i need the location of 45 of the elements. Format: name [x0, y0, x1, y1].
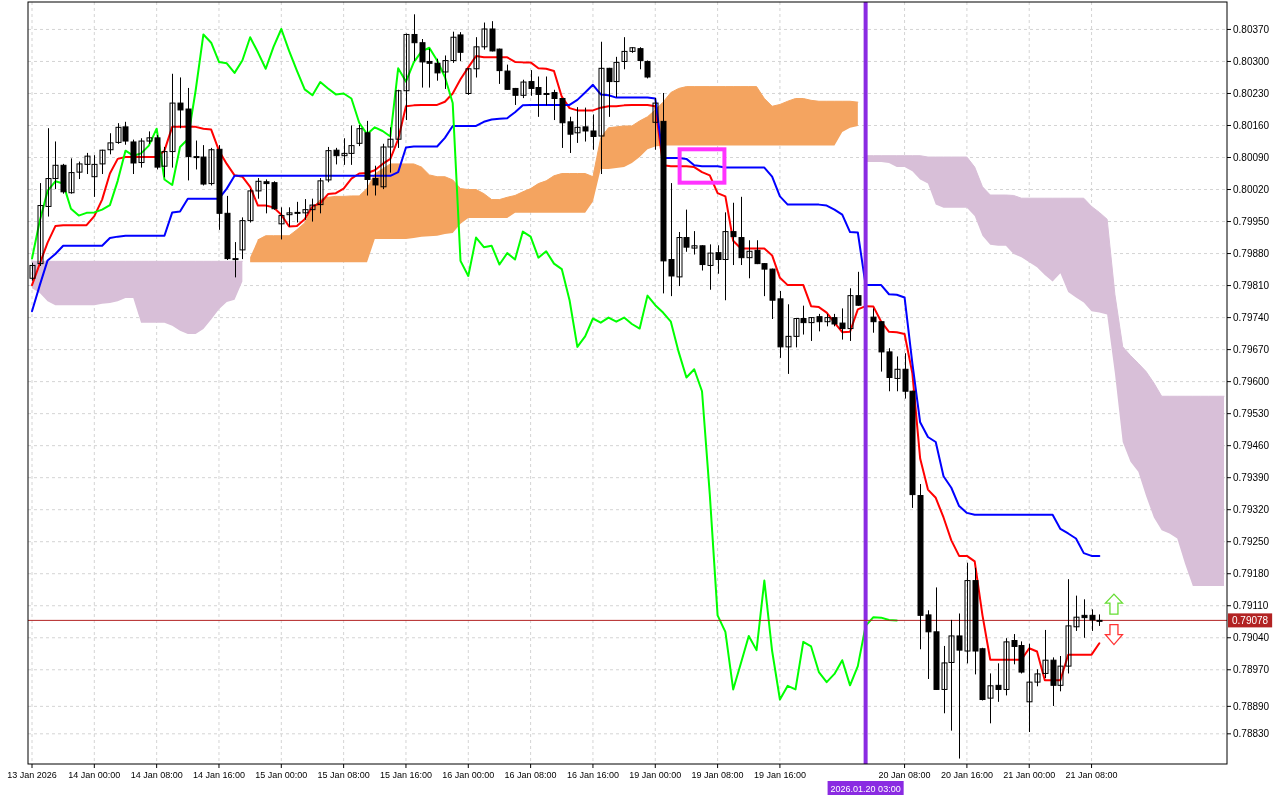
y-tick-label: 0.79040: [1233, 632, 1270, 644]
x-tick-label: 14 Jan 00:00: [68, 769, 121, 780]
x-tick-label: 13 Jan 2026: [7, 769, 57, 780]
x-tick-label: 21 Jan 08:00: [1065, 769, 1118, 780]
x-tick-label: 19 Jan 00:00: [629, 769, 682, 780]
y-tick-label: 0.79880: [1233, 248, 1270, 260]
candlestick: [278, 207, 285, 240]
y-tick-label: 0.79320: [1233, 504, 1270, 516]
y-tick-label: 0.78970: [1233, 664, 1270, 676]
y-tick-label: 0.79950: [1233, 216, 1270, 228]
y-tick-label: 0.79460: [1233, 440, 1270, 452]
y-tick-label: 0.80230: [1233, 87, 1270, 99]
x-tick-label: 16 Jan 00:00: [442, 769, 495, 780]
y-tick-label: 0.79110: [1233, 600, 1269, 612]
x-tick-label: 2026.01.20 03:00: [830, 783, 901, 794]
ref-line-label: 0.79078: [1232, 614, 1269, 626]
x-tick-label: 15 Jan 16:00: [379, 769, 432, 780]
x-tick-label: 20 Jan 16:00: [940, 769, 993, 780]
x-tick-label: 14 Jan 08:00: [130, 769, 183, 780]
y-tick-label: 0.79390: [1233, 472, 1270, 484]
y-tick-label: 0.80020: [1233, 184, 1270, 196]
y-tick-label: 0.79740: [1233, 312, 1270, 324]
x-tick-label: 19 Jan 16:00: [753, 769, 806, 780]
y-tick-label: 0.79180: [1233, 568, 1270, 580]
line-series: [31, 27, 898, 701]
y-tick-label: 0.80090: [1233, 152, 1270, 164]
y-tick-label: 0.79600: [1233, 376, 1270, 388]
x-tick-label: 21 Jan 00:00: [1003, 769, 1056, 780]
y-tick-label: 0.79250: [1233, 536, 1270, 548]
x-tick-label: 14 Jan 16:00: [192, 769, 245, 780]
y-tick-label: 0.79670: [1233, 344, 1270, 356]
y-tick-label: 0.79530: [1233, 408, 1270, 420]
y-tick-label: 0.80160: [1233, 119, 1270, 131]
x-tick-label: 16 Jan 16:00: [566, 769, 619, 780]
y-tick-label: 0.79810: [1233, 280, 1270, 292]
y-tick-label: 0.80370: [1233, 23, 1270, 35]
x-tick-label: 20 Jan 08:00: [878, 769, 931, 780]
y-tick-label: 0.80300: [1233, 55, 1270, 67]
x-tick-label: 15 Jan 08:00: [317, 769, 370, 780]
x-tick-label: 15 Jan 00:00: [255, 769, 308, 780]
x-tick-label: 19 Jan 08:00: [691, 769, 744, 780]
line-series: [31, 83, 1101, 557]
y-tick-label: 0.78830: [1233, 728, 1270, 740]
y-tick-label: 0.78890: [1233, 700, 1270, 712]
x-tick-label: 16 Jan 08:00: [504, 769, 557, 780]
